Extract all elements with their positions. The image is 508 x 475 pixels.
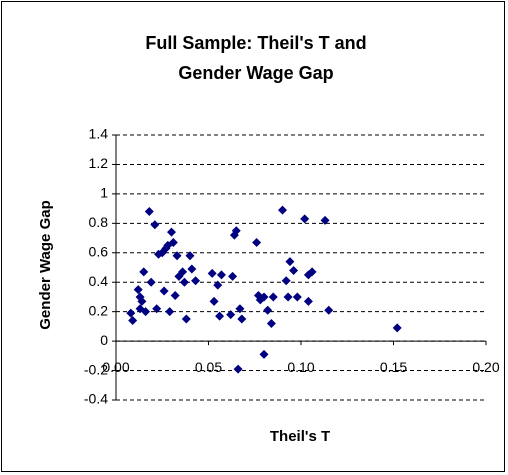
point xyxy=(181,314,191,324)
point xyxy=(259,349,269,359)
x-tick-label: 0.20 xyxy=(472,359,499,375)
point xyxy=(228,271,238,281)
point xyxy=(285,257,295,267)
point xyxy=(187,264,197,274)
point xyxy=(215,311,225,321)
point xyxy=(263,305,273,315)
point xyxy=(139,267,149,277)
point xyxy=(226,310,236,320)
point xyxy=(278,205,287,215)
point xyxy=(235,304,245,314)
point xyxy=(237,314,247,324)
point xyxy=(283,292,293,302)
point xyxy=(320,215,330,225)
point xyxy=(209,296,219,306)
point xyxy=(144,207,154,217)
point xyxy=(252,237,262,247)
point xyxy=(146,277,156,287)
y-axis-title: Gender Wage Gap xyxy=(37,200,54,329)
point xyxy=(268,292,278,302)
x-tick-label: 0.10 xyxy=(287,359,314,375)
point xyxy=(300,214,310,224)
chart-title: Full Sample: Theil's T and xyxy=(145,33,366,53)
point xyxy=(168,237,178,247)
point xyxy=(292,292,302,302)
point xyxy=(133,285,143,295)
x-tick-label: 0.05 xyxy=(195,359,222,375)
y-tick-label: 0.2 xyxy=(89,302,109,318)
y-tick-label: 1.2 xyxy=(89,155,109,171)
point xyxy=(281,276,291,286)
point xyxy=(216,270,226,280)
point xyxy=(172,251,182,261)
chart-title: Gender Wage Gap xyxy=(178,63,333,83)
point xyxy=(266,318,276,328)
y-tick-label: -0.4 xyxy=(84,391,108,407)
point xyxy=(231,226,241,236)
point xyxy=(233,364,243,374)
point xyxy=(185,251,195,261)
y-tick-label: 0.8 xyxy=(89,214,109,230)
point xyxy=(289,265,299,275)
y-tick-label: 0.6 xyxy=(89,243,109,259)
y-tick-label: 1.4 xyxy=(89,126,109,142)
point xyxy=(324,305,334,315)
point xyxy=(167,227,176,237)
point xyxy=(137,296,147,306)
point xyxy=(259,292,269,302)
point xyxy=(170,290,180,300)
point xyxy=(126,308,136,318)
point xyxy=(392,323,402,333)
point xyxy=(307,267,317,277)
point xyxy=(178,267,188,277)
y-tick-label: 1 xyxy=(100,185,108,201)
point xyxy=(141,307,151,317)
point xyxy=(159,286,169,296)
point xyxy=(179,277,189,287)
point xyxy=(165,307,175,317)
x-tick-label: 0.15 xyxy=(380,359,407,375)
point xyxy=(150,220,160,230)
y-tick-label: -0.2 xyxy=(84,361,108,377)
point xyxy=(128,316,138,325)
point xyxy=(213,280,223,290)
point xyxy=(303,296,313,306)
x-axis-title: Theil's T xyxy=(270,428,330,445)
y-tick-label: 0 xyxy=(100,332,108,348)
y-tick-label: 0.4 xyxy=(89,273,109,289)
point xyxy=(207,268,217,278)
point xyxy=(191,276,201,286)
point xyxy=(152,304,162,314)
